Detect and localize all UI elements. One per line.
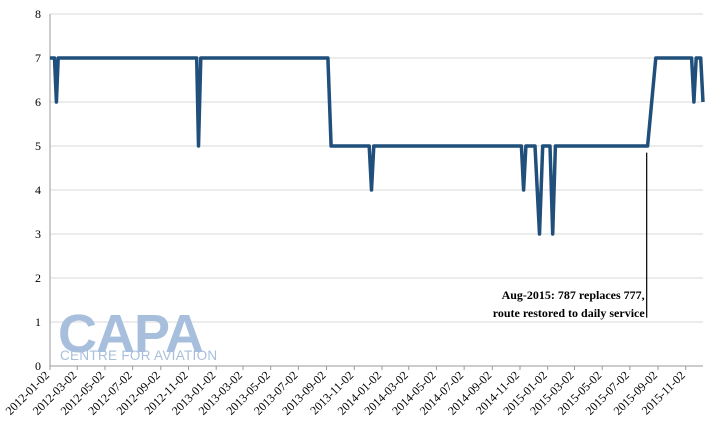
annotation: Aug-2015: 787 replaces 777, route restor… (493, 152, 648, 320)
y-tick-label: 2 (35, 271, 41, 285)
series-line (50, 56, 705, 236)
y-tick-label: 1 (35, 315, 41, 329)
capa-logo-text: CAPA (58, 304, 203, 364)
y-tick-label: 6 (35, 95, 41, 109)
capa-logo: CAPA CENTRE FOR AVIATION (58, 304, 217, 364)
y-tick-label: 0 (35, 359, 41, 373)
capa-logo-subtext: CENTRE FOR AVIATION (60, 348, 217, 363)
annotation-text-line1: Aug-2015: 787 replaces 777, (502, 288, 645, 302)
y-tick-label: 8 (35, 7, 41, 21)
y-tick-label: 3 (35, 227, 41, 241)
annotation-text-line2: route restored to daily service (493, 306, 646, 320)
y-tick-label: 5 (35, 139, 41, 153)
y-tick-label: 4 (35, 183, 41, 197)
y-tick-label: 7 (35, 51, 41, 65)
series (50, 56, 705, 236)
